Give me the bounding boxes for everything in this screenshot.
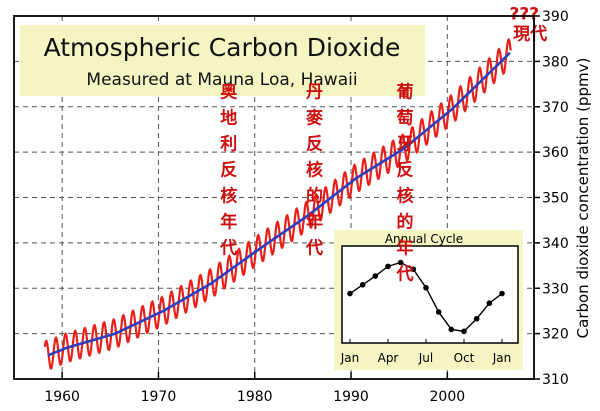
annual-cycle-point (347, 290, 353, 297)
y-tick-label: 350 (542, 191, 569, 207)
inset-x-tick-label: Apr (378, 351, 399, 365)
y-tick-label: 330 (542, 281, 569, 297)
x-tick-label: 1990 (333, 389, 369, 405)
monthly-co2-line (43, 37, 512, 370)
y-tick-label: 390 (542, 9, 569, 25)
title-box (20, 25, 425, 96)
inset-x-tick-label: Jan (492, 351, 512, 365)
annual-cycle-point (410, 266, 417, 273)
annual-cycle-point (486, 300, 493, 307)
inset-x-tick-label: Oct (454, 351, 475, 365)
annual-cycle-point (448, 326, 455, 333)
annotation-4: 現代 (513, 24, 547, 45)
annual-cycle-point (385, 263, 391, 270)
x-tick-label: 2000 (430, 389, 466, 405)
annotation-2: 葡萄牙反核的年代 (395, 83, 413, 285)
annual-cycle-point (397, 259, 404, 266)
y-tick-label: 380 (542, 54, 569, 70)
annual-cycle-point (461, 328, 467, 335)
annotation-0: 奥地利反核年代 (219, 82, 238, 259)
x-tick-label: 1980 (237, 389, 273, 405)
annual-cycle-point (359, 282, 366, 288)
chart-title: Atmospheric Carbon Dioxide (44, 33, 401, 62)
inset-title: Annual Cycle (385, 232, 463, 246)
annual-cycle-point (435, 309, 442, 315)
y-tick-label: 370 (542, 100, 569, 116)
annual-cycle-point (423, 284, 429, 291)
y-axis-label: Carbon dioxide concentration (ppmv) (574, 58, 592, 339)
annual-cycle-point (372, 273, 379, 279)
annual-cycle-point (499, 290, 505, 297)
annotation-1: 丹麥反核的年代 (305, 83, 324, 259)
inset-x-tick-label: Jan (340, 351, 360, 365)
y-tick-label: 310 (542, 372, 569, 388)
trend-co2-line (47, 51, 511, 357)
x-tick-label: 1970 (141, 389, 177, 405)
chart-subtitle: Measured at Mauna Loa, Hawaii (86, 70, 357, 90)
annotation-3: ??? (510, 5, 540, 25)
y-tick-label: 340 (542, 236, 569, 252)
y-tick-label: 360 (542, 145, 569, 161)
annual-cycle-point (473, 315, 480, 322)
inset-x-tick-label: Jul (418, 351, 433, 365)
x-tick-label: 1960 (44, 389, 80, 405)
y-tick-label: 320 (542, 327, 569, 343)
